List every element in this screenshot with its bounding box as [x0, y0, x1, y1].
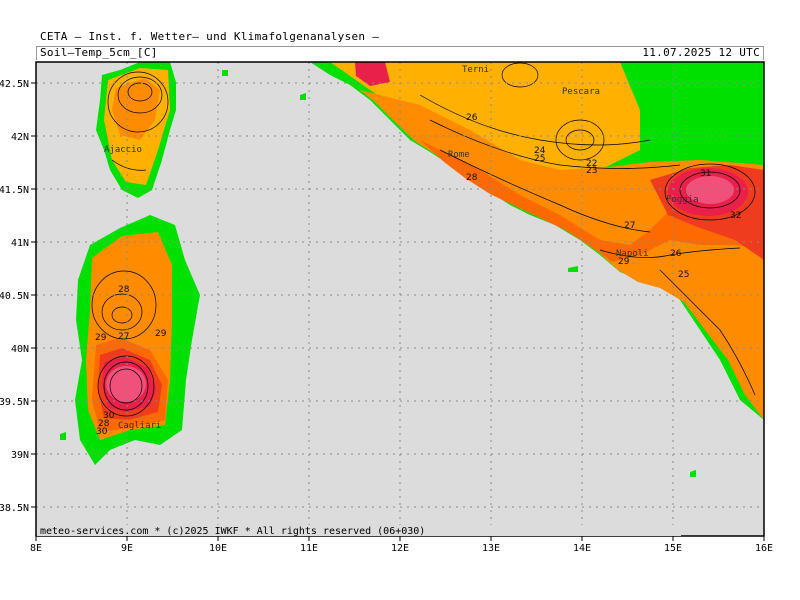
sardinia-contour [109, 368, 143, 404]
tick-marks [31, 82, 765, 541]
lat-tick-labels: 42.5N 42N 41.5N 41N 40.5N 40N 39.5N 39N … [0, 79, 29, 514]
contour-value: 24 [534, 146, 546, 156]
mainland-contour [555, 119, 605, 161]
small-island [690, 470, 696, 477]
mainland-land [310, 62, 764, 420]
lazio-hotspot [355, 62, 390, 86]
contour-value: 30 [96, 427, 108, 437]
map-title: CETA — Inst. f. Wetter— und Klimafolgena… [40, 30, 380, 43]
mainland-contour [419, 94, 651, 146]
contour-value: 26 [466, 113, 478, 123]
sardinia-contour [103, 361, 149, 411]
lon-label: 10E [209, 543, 227, 554]
contour-value: 31 [700, 169, 711, 179]
corsica-temp-26 [112, 78, 160, 140]
foggia-hotspot-34 [686, 176, 734, 204]
contour-value: 22 [586, 159, 597, 169]
contour-value: 28 [118, 285, 130, 295]
contour-value: 27 [624, 221, 635, 231]
corsica-contour [111, 159, 147, 171]
parameter-label: Soil—Temp_5cm_[C] [40, 46, 158, 59]
city-label: Napoli [616, 249, 649, 259]
small-island [568, 266, 578, 272]
small-island [60, 432, 66, 440]
city-label: Cagliari [118, 421, 161, 431]
contour-value: 23 [586, 166, 597, 176]
lat-lon-grid [36, 62, 764, 536]
contour-value: 29 [155, 329, 167, 339]
contour-value: 29 [618, 257, 630, 267]
sardinia-contour [97, 355, 155, 417]
sardinia-island [75, 215, 200, 465]
lon-label: 13E [482, 543, 500, 554]
city-label: Foggia [666, 195, 699, 205]
italy-mainland [310, 62, 764, 420]
sardinia-contour [101, 293, 143, 331]
contour-value: 28 [98, 419, 110, 429]
mainland-contour [679, 171, 741, 209]
mainland-contour [599, 247, 741, 258]
lat-label: 42.5N [0, 79, 29, 90]
contour-value: 25 [678, 270, 689, 280]
mainland-contour [429, 119, 681, 169]
lon-label: 11E [300, 543, 318, 554]
contour-value: 30 [103, 411, 115, 421]
sardinia-hotspot [106, 366, 146, 402]
lat-label: 40.5N [0, 291, 29, 302]
lon-label: 8E [30, 543, 42, 554]
valid-time-label: 11.07.2025 12 UTC [642, 46, 760, 59]
lat-label: 42N [11, 132, 29, 143]
city-labels: Ajaccio Rome Pescara Terni Foggia Napoli… [104, 65, 699, 431]
sardinia-contour [91, 270, 157, 340]
lon-label: 12E [391, 543, 409, 554]
lon-tick-labels: 8E 9E 10E 11E 12E 13E 14E 15E 16E [30, 543, 773, 554]
contour-value: 26 [670, 249, 682, 259]
contour-labels: 26 28 24 25 22 23 27 31 32 26 25 29 28 2… [95, 113, 741, 437]
corsica-contour [107, 71, 169, 133]
contour-value: 29 [95, 333, 107, 343]
copyright-text: meteo-services.com * (c)2025 IWKF * All … [40, 526, 425, 537]
corsica-contour [127, 82, 153, 102]
lat-label: 38.5N [0, 503, 29, 514]
contour-value: 27 [118, 332, 129, 342]
mainland-contour [439, 149, 651, 233]
city-label: Rome [448, 150, 470, 160]
mainland-temp-28 [420, 140, 764, 262]
lat-label: 40N [11, 344, 29, 355]
city-label: Pescara [562, 87, 600, 97]
lat-label: 39.5N [0, 397, 29, 408]
contour-value: 32 [730, 211, 741, 221]
mainland-contour [659, 269, 756, 396]
sardinia-contour [111, 306, 133, 324]
contour-value: 28 [466, 173, 478, 183]
city-label: Terni [462, 65, 489, 75]
footer-background [37, 525, 681, 536]
mainland-contour [565, 129, 595, 151]
small-island [222, 70, 228, 76]
lon-label: 16E [755, 543, 773, 554]
lon-label: 15E [664, 543, 682, 554]
header-frame [36, 46, 764, 60]
small-island [300, 93, 306, 100]
city-label: Ajaccio [104, 145, 142, 155]
lat-label: 39N [11, 450, 29, 461]
lat-label: 41N [11, 238, 29, 249]
mainland-temp-24 [330, 62, 640, 175]
corsica-island [96, 62, 176, 198]
mainland-temp-26 [360, 90, 764, 420]
contour-value: 25 [534, 154, 545, 164]
mainland-contour [664, 163, 756, 221]
lon-label: 14E [573, 543, 591, 554]
lat-label: 41.5N [0, 185, 29, 196]
corsica-contour [117, 76, 163, 114]
mainland-contour [501, 62, 539, 88]
lon-label: 9E [121, 543, 133, 554]
